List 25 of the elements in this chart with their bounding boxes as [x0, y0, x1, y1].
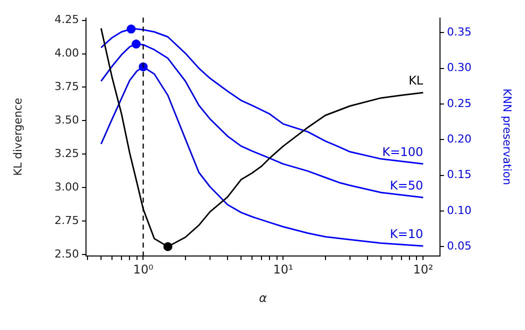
y-axis-title: KL divergence — [11, 98, 24, 176]
y2-tick-label: 0.05 — [447, 240, 472, 253]
y-tick-label: 2.75 — [54, 214, 79, 228]
y-tick-label: 4.00 — [54, 46, 79, 60]
y-tick-label: 3.00 — [54, 180, 79, 194]
y-tick-label: 2.50 — [54, 248, 79, 261]
y-tick-label: 3.50 — [54, 114, 79, 127]
y-tick-label: 3.25 — [54, 147, 79, 160]
y2-axis-title: KNN preservation — [500, 88, 514, 186]
series-label: K=10 — [390, 227, 424, 242]
series-label: K=50 — [390, 178, 424, 193]
y2-tick-label: 0.20 — [447, 132, 472, 146]
x-tick-label: 10⁰ — [133, 262, 154, 276]
y2-tick-label: 0.35 — [447, 25, 472, 38]
y-tick-label: 4.25 — [54, 13, 79, 26]
x-tick-label: 10² — [413, 262, 434, 276]
y2-tick-label: 0.30 — [447, 61, 472, 74]
y2-tick-label: 0.15 — [447, 168, 472, 182]
y2-tick-label: 0.10 — [447, 204, 472, 217]
y-tick-label: 3.75 — [54, 80, 79, 94]
series-label: KL — [408, 74, 424, 88]
x-axis-title: α — [259, 290, 268, 305]
x-tick-label: 10¹ — [273, 262, 294, 276]
y2-tick-label: 0.25 — [447, 96, 472, 110]
series-label: K=100 — [382, 145, 424, 160]
